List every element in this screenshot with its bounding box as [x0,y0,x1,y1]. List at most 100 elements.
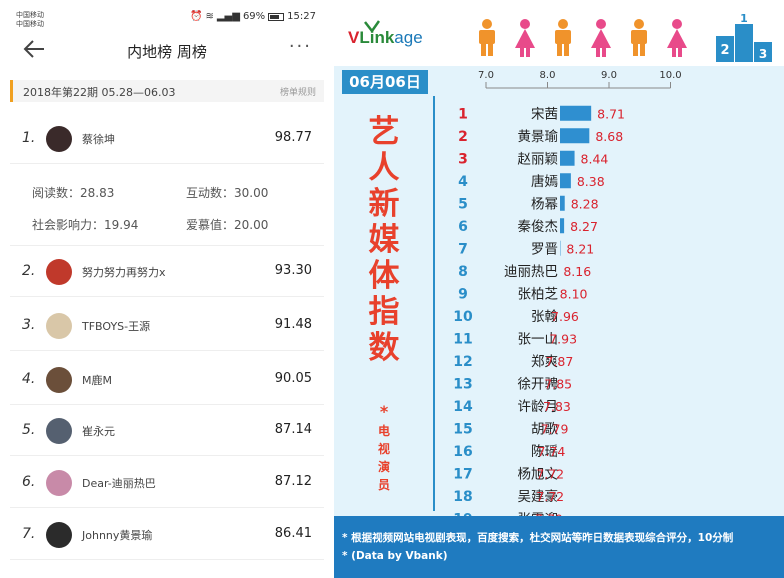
user-score: 87.12 [274,474,312,489]
actor-name-label: 徐开骋 [518,376,559,392]
title-char: 媒 [368,222,400,258]
ranking-row-3[interactable]: 3. TFBOYS-王源 91.48 [10,301,324,351]
user-score: 93.30 [274,263,312,278]
value-label: 8.28 [571,196,599,211]
carrier-label-secondary: 中国移动 [16,20,44,28]
podium-icon: 2 1 3 [716,14,772,62]
rank-label: 12 [453,354,472,370]
more-menu-icon[interactable]: ··· [288,36,312,57]
rank-label: 13 [453,376,472,392]
bar [560,128,590,144]
ranking-row-1[interactable]: 1. 蔡徐坤 98.77 [10,114,324,164]
value-label: 8.16 [563,264,591,279]
value-label: 8.21 [566,241,594,256]
avatar [46,259,72,285]
actor-name-label: 杨幂 [531,196,558,212]
ranking-row-2[interactable]: 2. 努力努力再努力x 93.30 [10,247,324,297]
rank-label: 16 [453,444,472,460]
actor-name-label: 吴建豪 [518,489,559,505]
rank-label: 8 [458,264,468,280]
user-score: 86.41 [274,526,312,541]
value-label: 8.71 [597,106,625,121]
logo-age: age [394,28,423,47]
ranking-row-5[interactable]: 5. 崔永元 87.14 [10,406,324,456]
value-label: 7.72 [536,466,564,481]
rank-label: 10 [453,309,473,325]
axis-tick-label: 10.0 [659,70,681,81]
avatar [46,367,72,393]
user-name: 努力努力再努力x [82,266,166,279]
actor-name-label: 张雪迎 [518,511,559,516]
subtitle-char: 视 [377,442,390,456]
svg-text:1: 1 [740,14,748,25]
value-label: 8.44 [581,151,609,166]
footnote-method: * 根据视频网站电视剧表现，百度搜索，杜交网站等昨日数据表现综合评分，10分制 [342,532,734,544]
actor-name-label: 唐嫣 [531,173,558,190]
rank-label: 3 [458,151,468,167]
actor-name-label: 胡歌 [531,421,559,437]
user-score: 98.77 [274,130,312,145]
vlinkage-infographic: VLinkage 2 1 3 06月06日 艺人新媒体指数 * 电视演员 7.0… [334,0,784,578]
rank-number: 1. [22,130,36,146]
app-header: 内地榜 周榜 ··· [0,30,334,70]
rank-number: 6. [22,474,36,490]
phone-screenshot: 中国移动 中国移动 ⏰ ≋ ▂▄▆ 69% 15:27 内地榜 周榜 ··· 2… [0,0,334,578]
avatar [46,470,72,496]
influence-stat: 社会影响力：19.94 [32,218,139,232]
rank-label: 2 [458,129,468,145]
bar-chart: 7.0 8.0 9.0 10.0 1 宋茜 8.71 2 黄景瑜 8.68 3 赵丽颖 8.44 4 唐嫣 8… [433,70,682,516]
value-label: 7.85 [544,376,572,391]
avatar [46,313,72,339]
avatar [46,126,72,152]
title-char: 艺 [368,114,400,150]
actor-name-label: 罗晋 [531,241,558,257]
value-label: 7.72 [536,489,564,504]
rank-label: 15 [453,421,472,437]
actor-name-label: 黄景瑜 [518,129,559,145]
title-char: 数 [368,330,400,366]
actor-name-label: 陈瑶 [531,443,558,460]
svg-text:3: 3 [759,47,767,61]
ranking-row-4[interactable]: 4. M鹿M 90.05 [10,355,324,405]
value-label: 7.96 [551,309,579,324]
chart-panel: 06月06日 艺人新媒体指数 * 电视演员 7.0 8.0 9.0 10.0 1 宋茜 8.… [334,66,784,516]
battery-icon [268,12,285,21]
user-score: 91.48 [274,317,312,332]
ranking-row-6[interactable]: 6. Dear-迪丽热巴 87.12 [10,458,324,508]
actor-name-label: 迪丽热巴 [504,264,558,280]
ranking-row-7[interactable]: 7. Johnny黄景瑜 86.41 [10,510,324,560]
actor-name-label: 杨旭文 [518,466,559,482]
interaction-stat: 互动数：30.00 [186,186,269,200]
value-label: 7.79 [541,421,569,436]
value-label: 8.68 [595,129,623,144]
user-name: TFBOYS-王源 [82,320,151,333]
axis-tick-label: 7.0 [478,70,494,81]
user-name: Johnny黄景瑜 [82,529,153,542]
status-bar: 中国移动 中国移动 ⏰ ≋ ▂▄▆ 69% 15:27 [0,0,334,30]
chart-title-vertical: 艺人新媒体指数 [366,114,402,366]
value-label: 7.93 [549,331,577,346]
subtitle-char: 电 [377,424,390,438]
actor-name-label: 赵丽颖 [518,151,559,167]
clock: 15:27 [287,11,316,22]
title-char: 人 [368,150,400,186]
svg-text:2: 2 [720,43,729,58]
carrier-label: 中国移动 [16,11,44,19]
subtitle-char: 员 [377,478,390,492]
rank-label: 5 [458,196,468,212]
rules-link[interactable]: 榜单规则 [279,88,316,98]
subtitle-char: 演 [377,460,390,474]
axis-tick-label: 9.0 [601,70,617,81]
title-asterisk: * [379,402,389,421]
actor-name-label: 郑爽 [531,354,558,370]
rank-label: 17 [453,466,472,482]
rank-number: 3. [22,317,36,333]
back-arrow-icon[interactable] [22,38,46,60]
date-badge: 06月06日 [342,70,428,94]
user-name: 蔡徐坤 [82,133,115,146]
logo-mark-icon [364,20,380,32]
actor-name-label: 张柏芝 [518,286,559,302]
bar [560,218,565,234]
title-char: 体 [368,258,400,294]
actor-name-label: 许龄月 [518,399,559,415]
